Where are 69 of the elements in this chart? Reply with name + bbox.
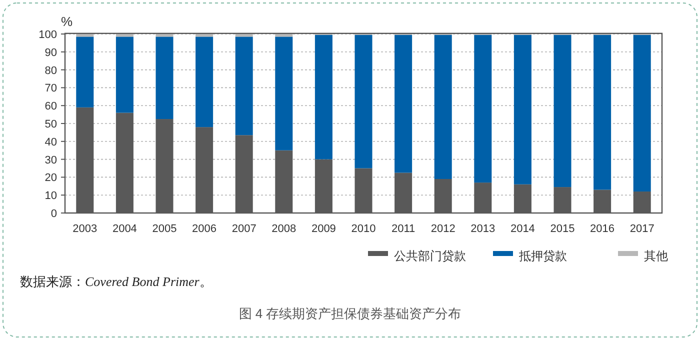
bar	[235, 34, 253, 37]
bar	[633, 34, 651, 192]
plot: 0 10 20 30 40 50 60 70 80 90 100	[38, 29, 663, 220]
x-tick-label: 2005	[152, 223, 177, 235]
bar	[434, 178, 452, 213]
x-tick-label: 2004	[112, 223, 137, 235]
y-tick-label: 40	[44, 136, 57, 148]
bar	[196, 127, 214, 213]
y-tick-label: 20	[44, 172, 57, 184]
bar	[196, 34, 214, 37]
bar	[76, 107, 94, 213]
y-tick-label: 30	[44, 154, 57, 166]
bar	[116, 34, 134, 37]
x-tick-label: 2016	[590, 223, 615, 235]
y-tick-label: 90	[44, 46, 57, 59]
bar	[633, 192, 651, 213]
bar	[156, 119, 174, 213]
y-tick-label: 60	[44, 100, 57, 113]
x-tick-label: 2010	[351, 223, 376, 235]
legend-label: 公共部门贷款	[394, 249, 466, 263]
y-tick-label: 50	[44, 118, 57, 130]
bar	[275, 150, 293, 213]
y-tick-label: 100	[38, 29, 57, 41]
bar	[275, 34, 293, 37]
bar	[474, 34, 492, 183]
bar	[314, 159, 332, 213]
bar	[235, 36, 253, 136]
bar	[394, 172, 412, 213]
bar	[434, 34, 452, 179]
legend-label: 抵押贷款	[518, 249, 567, 263]
bar	[76, 36, 94, 108]
y-axis-title: %	[61, 14, 73, 29]
y-tick-label: 10	[44, 190, 57, 202]
bar	[275, 36, 293, 150]
bar	[594, 34, 612, 190]
bar	[474, 182, 492, 213]
bar	[594, 190, 612, 213]
x-tick-label: 2008	[272, 223, 296, 235]
bar	[156, 34, 174, 37]
bar	[394, 34, 412, 173]
bar	[116, 112, 134, 213]
bar	[314, 34, 332, 160]
x-tick-label: 2009	[311, 223, 336, 235]
x-tick-label: 2012	[430, 223, 456, 235]
x-tick-label: 2017	[630, 223, 654, 235]
legend-label: 其他	[644, 249, 668, 263]
x-tick-label: 2006	[192, 223, 217, 235]
bar	[196, 36, 214, 128]
bar	[156, 36, 174, 120]
bar	[116, 36, 134, 113]
x-tick-label: 2011	[391, 223, 416, 235]
x-tick-label: 2007	[232, 223, 256, 235]
bar	[514, 184, 532, 213]
x-tick-label: 2013	[470, 223, 496, 235]
bar	[514, 34, 532, 184]
x-tick-label: 2003	[72, 223, 98, 235]
bar	[554, 34, 572, 188]
y-tick-label: 0	[50, 208, 57, 220]
bar	[554, 187, 572, 213]
bar	[235, 135, 253, 213]
bar	[354, 168, 372, 213]
x-tick-label: 2014	[510, 223, 535, 235]
y-tick-label: 80	[44, 64, 57, 77]
bar	[76, 34, 94, 37]
bar	[354, 34, 372, 168]
source-note: 数据来源：Covered Bond Primer。	[20, 274, 212, 289]
x-tick-label: 2015	[550, 223, 575, 235]
y-tick-label: 70	[44, 82, 57, 95]
text: 图 4 存续期资产担保债券基础资产分布	[238, 306, 462, 321]
